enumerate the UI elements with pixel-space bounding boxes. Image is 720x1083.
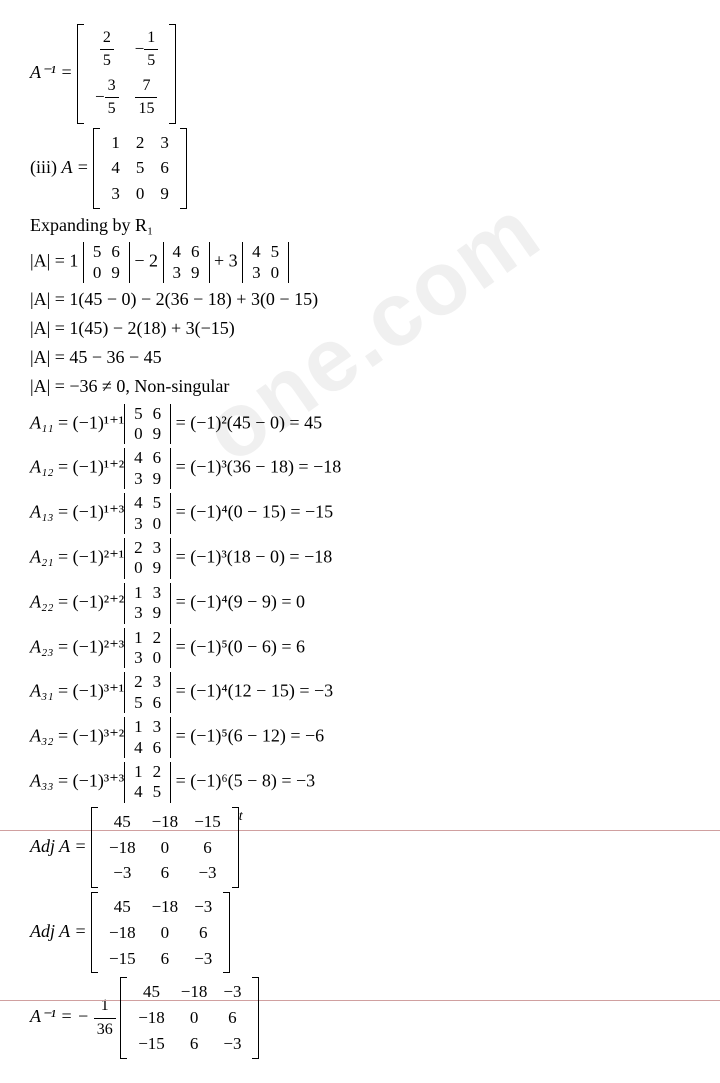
- cofactor-minor: 1339: [124, 583, 171, 624]
- cofactor-name: A₁₁: [30, 412, 54, 432]
- cofactor-pre: = (−1)²⁺¹: [54, 547, 125, 567]
- cofactor-line-8: A₃₃ = (−1)³⁺³1245 = (−1)⁶(5 − 8) = −3: [30, 762, 690, 803]
- cofactor-minor: 1230: [124, 628, 171, 669]
- adj-matrix-2: 45−18−3 −1806 −156−3: [91, 892, 230, 973]
- cofactors-block: A₁₁ = (−1)¹⁺¹5609 = (−1)²(45 − 0) = 45A₁…: [30, 404, 690, 803]
- cofactor-line-4: A₂₂ = (−1)²⁺²1339 = (−1)⁴(9 − 9) = 0: [30, 583, 690, 624]
- cofactor-line-2: A₁₃ = (−1)¹⁺³4530 = (−1)⁴(0 − 15) = −15: [30, 493, 690, 534]
- cofactor-pre: = (−1)²⁺³: [54, 636, 125, 656]
- cofactor-line-1: A₁₂ = (−1)¹⁺²4639 = (−1)³(36 − 18) = −18: [30, 448, 690, 489]
- cofactor-name: A₁₃: [30, 502, 54, 522]
- expand-text: Expanding by R₁: [30, 213, 690, 238]
- inv-fraction: 136: [94, 995, 116, 1041]
- cofactor-post: = (−1)⁴(0 − 15) = −15: [171, 502, 333, 522]
- matrix-A-line: (iii) A = 123 456 309: [30, 128, 690, 209]
- inverse-2x2-matrix: 25 −15 −35 715: [77, 24, 176, 124]
- cofactor-minor: 4530: [124, 493, 171, 534]
- cofactor-pre: = (−1)³⁺²: [54, 726, 125, 746]
- detA-expansion: |A| = 1 5609 − 2 4639 + 3 4530: [30, 242, 690, 283]
- cofactor-name: A₃₁: [30, 681, 54, 701]
- adj-label-1: Adj A =: [30, 836, 91, 856]
- detA-line3: |A| = 1(45) − 2(18) + 3(−15): [30, 316, 690, 341]
- cofactor-line-5: A₂₃ = (−1)²⁺³1230 = (−1)⁵(0 − 6) = 6: [30, 628, 690, 669]
- matrix-A: 123 456 309: [93, 128, 187, 209]
- inverse-2x2-line: A⁻¹ = 25 −15 −35 715: [30, 24, 690, 124]
- cofactor-minor: 1245: [124, 762, 171, 803]
- cofactor-post: = (−1)³(36 − 18) = −18: [171, 457, 341, 477]
- detA-line5: |A| = −36 ≠ 0, Non-singular: [30, 374, 690, 399]
- cofactor-pre: = (−1)¹⁺²: [54, 457, 125, 477]
- inverse-final-line: A⁻¹ = − 136 45−18−3 −1806 −156−3: [30, 977, 690, 1058]
- detA-line4: |A| = 45 − 36 − 45: [30, 345, 690, 370]
- cofactor-post: = (−1)⁴(9 − 9) = 0: [171, 591, 305, 611]
- cofactor-line-7: A₃₂ = (−1)³⁺²1346 = (−1)⁵(6 − 12) = −6: [30, 717, 690, 758]
- cofactor-line-3: A₂₁ = (−1)²⁺¹2309 = (−1)³(18 − 0) = −18: [30, 538, 690, 579]
- inv-label: A⁻¹ = −: [30, 1006, 89, 1026]
- rule-line-2: [0, 1000, 720, 1001]
- detA-line2: |A| = 1(45 − 0) − 2(36 − 18) + 3(0 − 15): [30, 287, 690, 312]
- cofactor-name: A₂₁: [30, 547, 54, 567]
- cofactor-name: A₃₃: [30, 770, 54, 790]
- cofactor-pre: = (−1)²⁺²: [54, 591, 125, 611]
- inv-matrix: 45−18−3 −1806 −156−3: [120, 977, 259, 1058]
- cofactor-pre: = (−1)³⁺³: [54, 770, 125, 790]
- cofactor-pre: = (−1)¹⁺³: [54, 502, 125, 522]
- cofactor-post: = (−1)⁴(12 − 15) = −3: [171, 681, 333, 701]
- cofactor-line-6: A₃₁ = (−1)³⁺¹2356 = (−1)⁴(12 − 15) = −3: [30, 672, 690, 713]
- adj-label-2: Adj A =: [30, 921, 91, 941]
- cofactor-post: = (−1)⁵(0 − 6) = 6: [171, 636, 305, 656]
- cofactor-post: = (−1)⁵(6 − 12) = −6: [171, 726, 324, 746]
- inverse-label: A⁻¹ =: [30, 62, 73, 82]
- adj-A-line: Adj A = 45−18−3 −1806 −156−3: [30, 892, 690, 973]
- cofactor-name: A₁₂: [30, 457, 54, 477]
- cofactor-post: = (−1)⁶(5 − 8) = −3: [171, 770, 315, 790]
- adj-A-transpose-line: Adj A = 45−18−15 −1806 −36−3 t: [30, 807, 690, 888]
- adj-matrix-1: 45−18−15 −1806 −36−3: [91, 807, 239, 888]
- cofactor-minor: 1346: [124, 717, 171, 758]
- cofactor-minor: 2309: [124, 538, 171, 579]
- cofactor-line-0: A₁₁ = (−1)¹⁺¹5609 = (−1)²(45 − 0) = 45: [30, 404, 690, 445]
- cofactor-minor: 2356: [124, 672, 171, 713]
- cofactor-post: = (−1)²(45 − 0) = 45: [171, 412, 322, 432]
- transpose-sup: t: [239, 809, 243, 824]
- cofactor-minor: 5609: [124, 404, 171, 445]
- cofactor-pre: = (−1)¹⁺¹: [54, 412, 125, 432]
- cofactor-minor: 4639: [124, 448, 171, 489]
- cofactor-post: = (−1)³(18 − 0) = −18: [171, 547, 332, 567]
- matrix-A-label: A =: [62, 156, 89, 176]
- cofactor-name: A₃₂: [30, 726, 54, 746]
- cofactor-name: A₂₃: [30, 636, 54, 656]
- part-label: (iii): [30, 156, 62, 176]
- cofactor-name: A₂₂: [30, 591, 54, 611]
- cofactor-pre: = (−1)³⁺¹: [54, 681, 125, 701]
